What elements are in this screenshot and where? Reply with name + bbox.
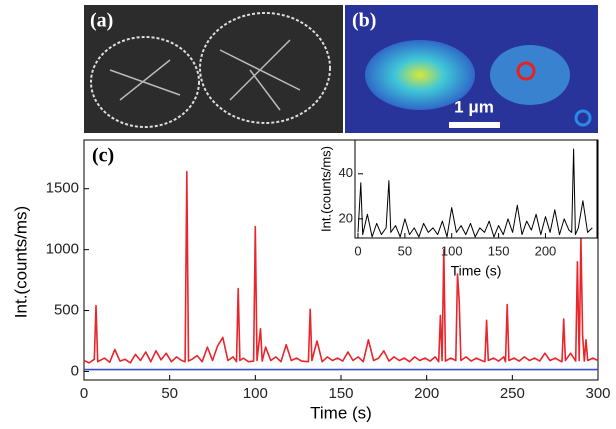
y-tick-label: 20 [339,210,353,225]
y-tick-label: 1000 [46,241,79,258]
x-axis-label: Time (s) [310,403,372,422]
x-tick-label: 200 [535,243,557,258]
y-tick-label: 500 [54,302,79,319]
y-tick-label: 40 [339,165,353,180]
y-axis-label: Int.(counts/ms) [11,206,30,318]
scale-label: 1 μm [454,97,494,116]
cell-outline [90,36,200,128]
data-line [83,170,599,364]
panel-label: (a) [90,10,113,32]
image-a [84,5,343,133]
x-tick-label: 50 [398,243,412,258]
panel-label: (c) [92,145,114,167]
panel-label: (b) [352,10,376,32]
x-tick-label: 300 [585,385,610,402]
x-tick-label: 0 [354,243,361,258]
x-tick-label: 0 [80,385,88,402]
x-tick-label: 250 [500,385,525,402]
x-tick-label: 50 [161,385,178,402]
panel-a: (a) [84,5,343,133]
panel-b: 1 μm (b) [345,5,598,133]
x-tick-label: 150 [488,243,510,258]
inset-x-label: Time (s) [451,263,502,279]
data-line [357,148,593,238]
y-tick-label: 1500 [46,180,79,197]
y-tick-label: 0 [71,362,79,379]
x-tick-label: 100 [441,243,463,258]
inset-frame [354,139,598,239]
blob [365,40,475,110]
roi-blue [574,109,592,127]
blob [490,45,570,105]
texture [109,39,301,111]
x-tick-label: 150 [328,385,353,402]
roi-red [516,61,536,81]
x-tick-label: 200 [414,385,439,402]
cell-outline [199,12,331,124]
inset-y-label: Int.(counts/ms) [318,146,333,232]
scale-bar [449,122,500,128]
inset-plot: 0 50 100 150 200 20 40 [339,148,593,258]
x-tick-label: 100 [243,385,268,402]
